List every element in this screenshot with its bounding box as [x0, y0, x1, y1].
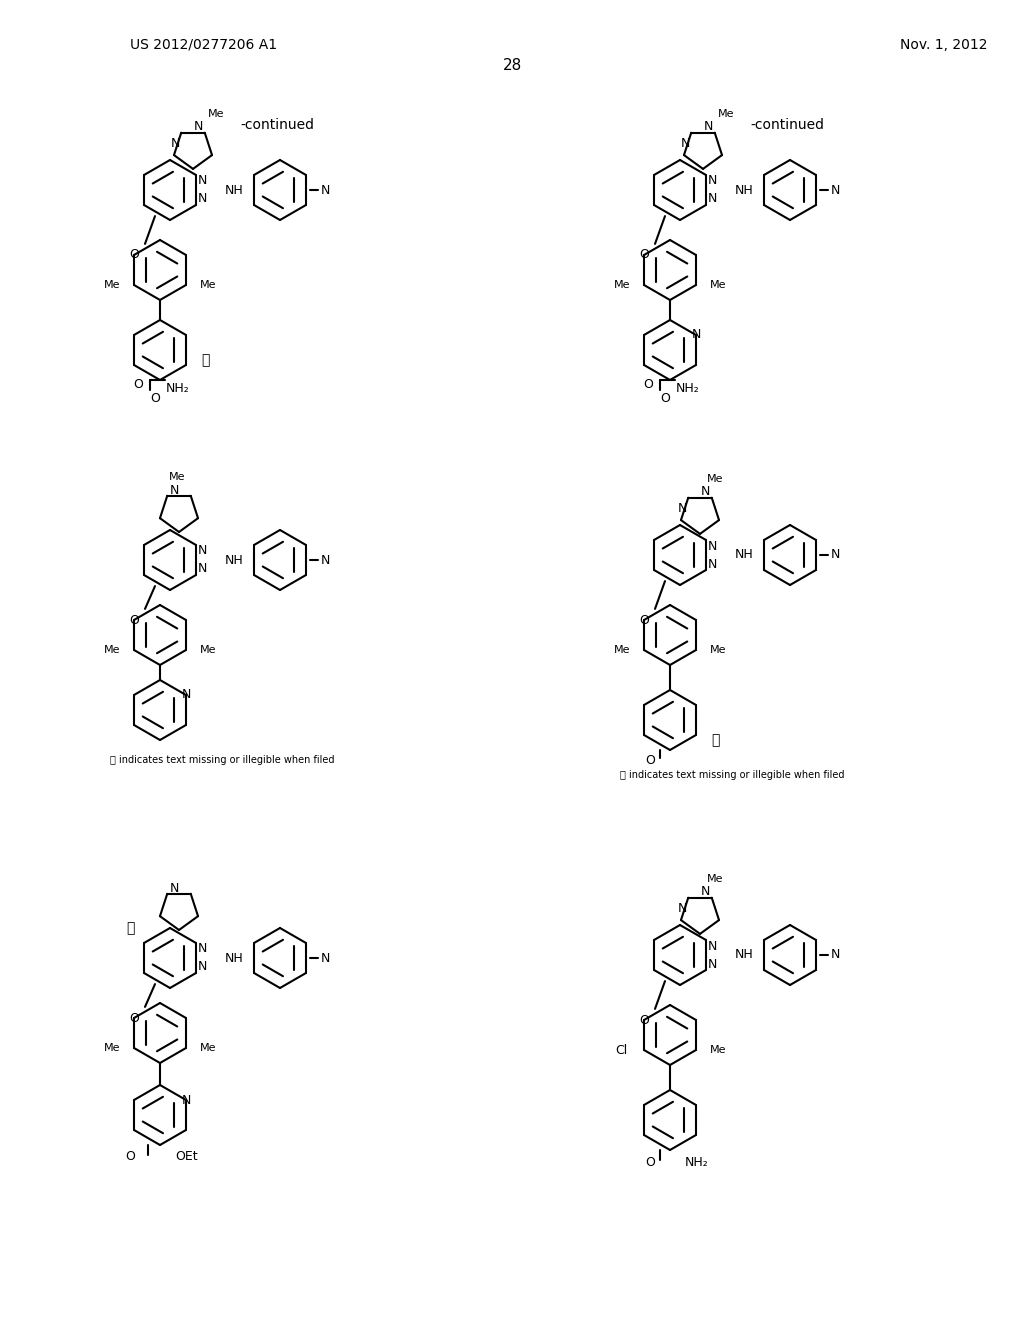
Text: Me: Me — [710, 280, 726, 290]
Text: N: N — [169, 483, 178, 496]
Text: N: N — [170, 137, 179, 150]
Text: Me: Me — [613, 280, 630, 290]
Text: NH₂: NH₂ — [166, 381, 189, 395]
Text: Me: Me — [710, 645, 726, 655]
Text: N: N — [708, 940, 717, 953]
Text: N: N — [703, 120, 713, 133]
Text: N: N — [198, 193, 207, 206]
Text: Me: Me — [103, 645, 120, 655]
Text: N: N — [708, 193, 717, 206]
Text: N: N — [677, 903, 687, 915]
Text: N: N — [830, 549, 840, 561]
Text: -continued: -continued — [240, 117, 314, 132]
Text: Me: Me — [103, 280, 120, 290]
Text: Me: Me — [200, 645, 216, 655]
Text: N: N — [198, 174, 207, 187]
Text: N: N — [677, 503, 687, 515]
Text: O: O — [129, 614, 139, 627]
Text: N: N — [181, 689, 190, 701]
Text: O: O — [645, 1155, 655, 1168]
Text: N: N — [194, 120, 203, 133]
Text: O: O — [639, 248, 649, 261]
Text: N: N — [708, 957, 717, 970]
Text: O: O — [133, 378, 143, 391]
Text: O: O — [660, 392, 670, 404]
Text: ⓒ indicates text missing or illegible when filed: ⓒ indicates text missing or illegible wh… — [110, 755, 335, 766]
Text: Me: Me — [103, 1043, 120, 1053]
Text: NH: NH — [225, 183, 244, 197]
Text: N: N — [680, 137, 690, 150]
Text: N: N — [708, 557, 717, 570]
Text: O: O — [129, 1011, 139, 1024]
Text: NH: NH — [225, 952, 244, 965]
Text: ⓒ: ⓒ — [711, 733, 719, 747]
Text: Me: Me — [613, 645, 630, 655]
Text: N: N — [700, 886, 710, 899]
Text: Me: Me — [707, 874, 723, 884]
Text: O: O — [639, 614, 649, 627]
Text: N: N — [198, 942, 207, 956]
Text: N: N — [198, 961, 207, 974]
Text: Cl: Cl — [615, 1044, 628, 1056]
Text: ⓒ indicates text missing or illegible when filed: ⓒ indicates text missing or illegible wh… — [620, 770, 845, 780]
Text: N: N — [708, 174, 717, 187]
Text: N: N — [198, 544, 207, 557]
Text: N: N — [321, 952, 330, 965]
Text: N: N — [198, 562, 207, 576]
Text: N: N — [830, 183, 840, 197]
Text: Me: Me — [200, 280, 216, 290]
Text: NH₂: NH₂ — [676, 381, 699, 395]
Text: N: N — [700, 486, 710, 499]
Text: O: O — [643, 378, 653, 391]
Text: O: O — [125, 1151, 135, 1163]
Text: N: N — [321, 553, 330, 566]
Text: O: O — [151, 392, 160, 404]
Text: Nov. 1, 2012: Nov. 1, 2012 — [900, 38, 987, 51]
Text: NH: NH — [735, 549, 754, 561]
Text: N: N — [169, 882, 178, 895]
Text: NH: NH — [735, 183, 754, 197]
Text: ⓒ: ⓒ — [126, 921, 134, 935]
Text: Me: Me — [169, 473, 185, 482]
Text: Me: Me — [718, 110, 734, 119]
Text: US 2012/0277206 A1: US 2012/0277206 A1 — [130, 38, 278, 51]
Text: O: O — [639, 1014, 649, 1027]
Text: Me: Me — [710, 1045, 726, 1055]
Text: O: O — [645, 754, 655, 767]
Text: Me: Me — [200, 1043, 216, 1053]
Text: NH₂: NH₂ — [685, 1155, 709, 1168]
Text: OEt: OEt — [175, 1151, 198, 1163]
Text: NH: NH — [225, 553, 244, 566]
Text: N: N — [691, 329, 700, 342]
Text: N: N — [321, 183, 330, 197]
Text: O: O — [129, 248, 139, 261]
Text: Me: Me — [707, 474, 723, 484]
Text: NH: NH — [735, 949, 754, 961]
Text: 28: 28 — [503, 58, 521, 73]
Text: -continued: -continued — [750, 117, 824, 132]
Text: Me: Me — [208, 110, 224, 119]
Text: N: N — [181, 1093, 190, 1106]
Text: N: N — [708, 540, 717, 553]
Text: ⓒ: ⓒ — [201, 352, 209, 367]
Text: N: N — [830, 949, 840, 961]
